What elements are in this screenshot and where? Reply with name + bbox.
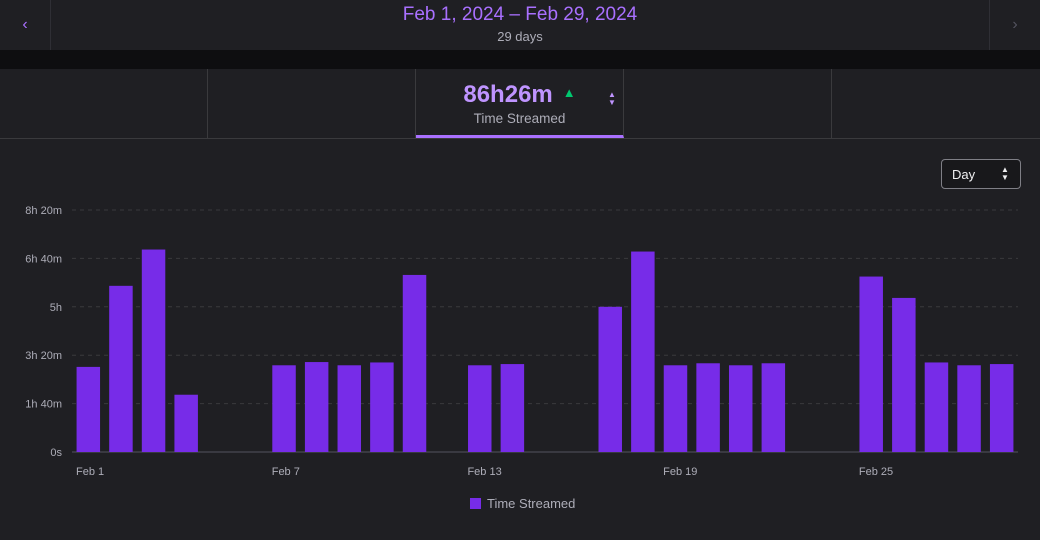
bar [859, 276, 883, 452]
metric-tabs: 86h26m ▲ Time Streamed ▲ ▼ [0, 69, 1040, 139]
bar [728, 365, 753, 452]
granularity-value: Day [952, 167, 976, 182]
y-tick-label: 3h 20m [25, 350, 62, 362]
bar [141, 249, 166, 452]
y-tick-label: 6h 40m [25, 253, 62, 265]
caret-up-icon: ▲ [562, 85, 576, 100]
bar [304, 362, 329, 452]
bar [109, 285, 133, 452]
bar [174, 394, 198, 452]
metric-tab-empty-4 [832, 69, 1039, 138]
chart-legend: Time Streamed [470, 495, 575, 511]
date-range-days: 29 days [497, 29, 543, 44]
date-range-title: Feb 1, 2024 – Feb 29, 2024 [402, 4, 638, 25]
sort-icon[interactable]: ▲ ▼ [608, 90, 616, 107]
y-tick-label: 0s [50, 447, 62, 459]
bar [402, 274, 427, 452]
previous-range-button[interactable]: ‹ [0, 0, 51, 50]
metric-tab-empty-2 [208, 69, 416, 138]
x-tick-label: Feb 19 [663, 466, 697, 478]
bar [598, 306, 622, 452]
y-tick-label: 8h 20m [25, 205, 62, 217]
bar [663, 365, 688, 452]
x-tick-label: Feb 25 [859, 466, 893, 478]
metric-tab-empty-3 [624, 69, 832, 138]
legend-label: Time Streamed [487, 495, 576, 511]
bar [468, 365, 492, 452]
x-tick-label: Feb 1 [76, 466, 104, 478]
granularity-select[interactable]: Day ▲ ▼ [941, 159, 1021, 189]
y-tick-label: 5h [50, 302, 62, 314]
bar [761, 363, 786, 452]
chevron-right-icon: › [1012, 16, 1018, 33]
divider [0, 51, 1040, 69]
bar [989, 364, 1014, 452]
legend-swatch [470, 497, 481, 509]
metric-value-row: 86h26m ▲ [416, 81, 623, 109]
x-tick-label: Feb 7 [272, 466, 300, 478]
bar [272, 365, 296, 452]
bar [924, 362, 949, 452]
y-tick-label: 1h 40m [25, 399, 62, 411]
bar [892, 297, 916, 452]
bar [370, 362, 394, 452]
bar [696, 363, 720, 452]
metric-tab-time-streamed[interactable]: 86h26m ▲ Time Streamed ▲ ▼ [416, 69, 624, 138]
bar [500, 364, 525, 452]
metric-tab-empty-1 [0, 69, 208, 138]
bar [76, 366, 101, 452]
next-range-button[interactable]: › [989, 0, 1040, 50]
bar [337, 365, 362, 452]
x-tick-label: Feb 13 [467, 466, 501, 478]
bar [631, 251, 655, 452]
metric-value: 86h26m [463, 81, 553, 108]
date-range-header: ‹ Feb 1, 2024 – Feb 29, 2024 29 days › [0, 0, 1040, 51]
bar [957, 365, 981, 452]
time-streamed-chart: 0s 1h 40m 3h 20m 5h 6h 40m 8h 20m Feb 1 Feb 7 Fe… [25, 205, 1018, 478]
chevron-left-icon: ‹ [22, 16, 28, 33]
metric-label: Time Streamed [473, 111, 566, 126]
chevron-updown-icon: ▲ ▼ [1001, 165, 1009, 182]
